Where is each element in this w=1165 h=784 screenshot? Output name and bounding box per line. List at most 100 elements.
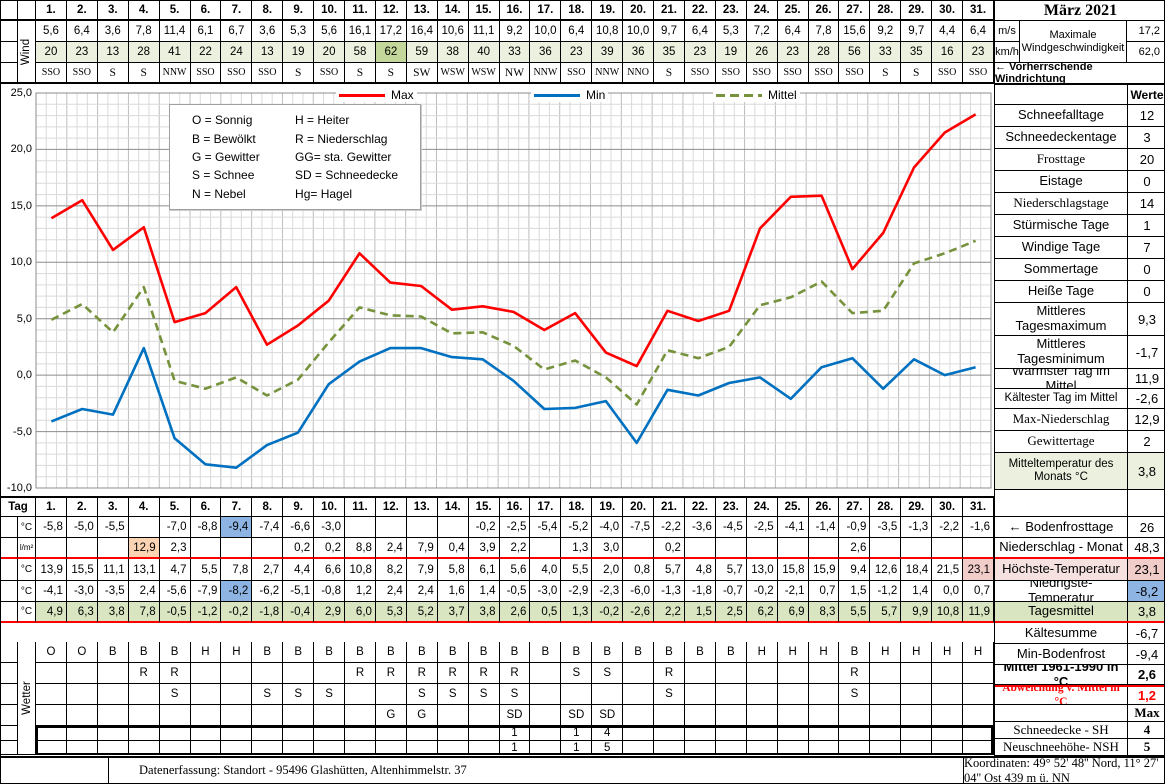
wind-kmh-cell[interactable]: 62	[375, 42, 407, 63]
hoechste-temp-cell[interactable]: 7,8	[221, 559, 253, 581]
niedrigste-temp-cell[interactable]: 1,4	[468, 581, 500, 602]
day-header-cell[interactable]: 20.	[623, 498, 655, 517]
wind-ms-cell[interactable]: 11,4	[159, 21, 191, 42]
day-header-cell[interactable]: 11.	[345, 1, 376, 21]
weather-code-cell[interactable]	[746, 741, 778, 755]
day-header-cell[interactable]: 25.	[777, 1, 809, 21]
weather-code-cell[interactable]	[252, 705, 284, 726]
weather-code-cell[interactable]	[808, 726, 840, 741]
niedrigste-temp-cell[interactable]: -5,6	[159, 581, 191, 602]
weather-code-cell[interactable]: B	[499, 642, 531, 663]
wind-kmh-cell[interactable]: 35	[654, 42, 685, 63]
weather-code-cell[interactable]	[777, 663, 809, 684]
weather-code-cell[interactable]: 4	[592, 726, 624, 741]
niederschlag-cell[interactable]: 2,3	[159, 538, 191, 559]
day-header-cell[interactable]: 22.	[684, 1, 716, 21]
hoechste-temp-cell[interactable]: 9,4	[839, 559, 871, 581]
day-header-cell[interactable]: 21.	[654, 1, 685, 21]
niederschlag-cell[interactable]	[684, 538, 716, 559]
day-header-cell[interactable]: 7.	[221, 498, 253, 517]
niederschlag-cell[interactable]	[221, 538, 253, 559]
niedrigste-temp-cell[interactable]: -2,9	[561, 581, 593, 602]
stat-label[interactable]: ← Bodenfrosttage	[1008, 518, 1114, 534]
wind-kmh-cell[interactable]: 23	[777, 42, 809, 63]
stat-label[interactable]: Neuschneehöhe- NSH	[1003, 739, 1119, 754]
stat-value[interactable]: -2,6	[1127, 389, 1164, 408]
wind-ms-cell[interactable]: 9,7	[654, 21, 685, 42]
wind-dir-cell[interactable]: NNW	[159, 63, 191, 84]
niederschlag-cell[interactable]	[530, 538, 562, 559]
day-header-cell[interactable]: 15.	[468, 498, 500, 517]
wind-dir-cell[interactable]: SSO	[808, 63, 840, 84]
day-header-cell[interactable]: 5.	[159, 498, 191, 517]
wind-dir-cell[interactable]: SSO	[684, 63, 716, 84]
hoechste-temp-cell[interactable]: 10,8	[345, 559, 376, 581]
wind-ms-cell[interactable]: 11,1	[468, 21, 500, 42]
day-header-cell[interactable]: 27.	[839, 1, 871, 21]
wind-dir-cell[interactable]: SSO	[561, 63, 593, 84]
niederschlag-cell[interactable]: 7,9	[406, 538, 438, 559]
max-wind-kmh-value[interactable]: 62,0	[1127, 42, 1164, 63]
stat-value[interactable]: 5	[1127, 739, 1164, 755]
stat-value[interactable]: 3,8	[1127, 453, 1164, 489]
wind-kmh-cell[interactable]: 36	[530, 42, 562, 63]
wind-ms-cell[interactable]: 9,2	[870, 21, 902, 42]
unit-ms-label[interactable]: m/s	[995, 21, 1020, 42]
stat-value[interactable]: -6,7	[1127, 623, 1164, 643]
bodenfrost-temp-cell[interactable]: -2,5	[746, 517, 778, 538]
hoechste-temp-cell[interactable]: 2,7	[252, 559, 284, 581]
weather-code-cell[interactable]: 5	[592, 741, 624, 755]
weather-code-cell[interactable]	[190, 663, 222, 684]
weather-code-cell[interactable]: B	[159, 642, 191, 663]
wind-kmh-cell[interactable]: 23	[963, 42, 994, 63]
wind-kmh-cell[interactable]: 24	[221, 42, 253, 63]
stat-label[interactable]: Windige Tage	[1021, 239, 1101, 255]
wind-ms-cell[interactable]: 6,1	[190, 21, 222, 42]
day-header-cell[interactable]: 31.	[963, 498, 994, 517]
tagesmittel-cell[interactable]: 6,3	[66, 602, 98, 623]
stat-label[interactable]: Heiße Tage	[1027, 283, 1095, 299]
bodenfrost-temp-cell[interactable]	[375, 517, 407, 538]
bodenfrost-temp-cell[interactable]: -2,2	[654, 517, 685, 538]
stat-value[interactable]: 23,1	[1127, 559, 1164, 580]
weather-code-cell[interactable]	[36, 684, 67, 705]
weather-code-cell[interactable]: S	[839, 684, 871, 705]
weather-code-cell[interactable]	[684, 726, 716, 741]
weather-code-cell[interactable]: S	[654, 684, 685, 705]
weather-code-cell[interactable]: B	[345, 642, 376, 663]
weather-code-cell[interactable]	[97, 663, 129, 684]
bodenfrost-temp-cell[interactable]: -3,5	[870, 517, 902, 538]
weather-code-cell[interactable]	[159, 705, 191, 726]
weather-code-cell[interactable]	[36, 741, 67, 755]
stat-value[interactable]: 2	[1127, 431, 1164, 452]
weather-code-cell[interactable]	[437, 741, 469, 755]
weather-code-cell[interactable]	[530, 684, 562, 705]
tagesmittel-cell[interactable]: 5,7	[870, 602, 902, 623]
weather-code-cell[interactable]	[777, 741, 809, 755]
stat-value[interactable]: 7	[1127, 237, 1164, 258]
stat-value[interactable]: Max	[1127, 705, 1164, 721]
bodenfrost-temp-cell[interactable]: -7,0	[159, 517, 191, 538]
wind-dir-cell[interactable]: SSO	[746, 63, 778, 84]
stat-label[interactable]: Schneedecke - SH	[1013, 722, 1109, 737]
weather-code-cell[interactable]	[221, 663, 253, 684]
weather-code-cell[interactable]	[963, 663, 994, 684]
hoechste-temp-cell[interactable]: 21,5	[932, 559, 964, 581]
bodenfrost-temp-cell[interactable]: -1,6	[963, 517, 994, 538]
weather-code-cell[interactable]: O	[36, 642, 67, 663]
stat-label[interactable]: Niedrigste-Temperatur	[1028, 581, 1094, 601]
tagesmittel-cell[interactable]: -1,2	[190, 602, 222, 623]
weather-code-cell[interactable]	[715, 663, 747, 684]
niedrigste-temp-cell[interactable]: -0,7	[715, 581, 747, 602]
weather-code-cell[interactable]	[963, 684, 994, 705]
weather-code-cell[interactable]: R	[839, 663, 871, 684]
day-header-cell[interactable]: 6.	[190, 498, 222, 517]
weather-code-cell[interactable]	[839, 741, 871, 755]
weather-code-cell[interactable]	[66, 741, 98, 755]
weather-code-cell[interactable]	[66, 726, 98, 741]
hoechste-temp-cell[interactable]: 6,1	[468, 559, 500, 581]
wind-ms-cell[interactable]: 7,8	[808, 21, 840, 42]
niederschlag-cell[interactable]: 2,2	[499, 538, 531, 559]
wind-dir-cell[interactable]: SSO	[839, 63, 871, 84]
day-header-cell[interactable]: 8.	[252, 498, 284, 517]
